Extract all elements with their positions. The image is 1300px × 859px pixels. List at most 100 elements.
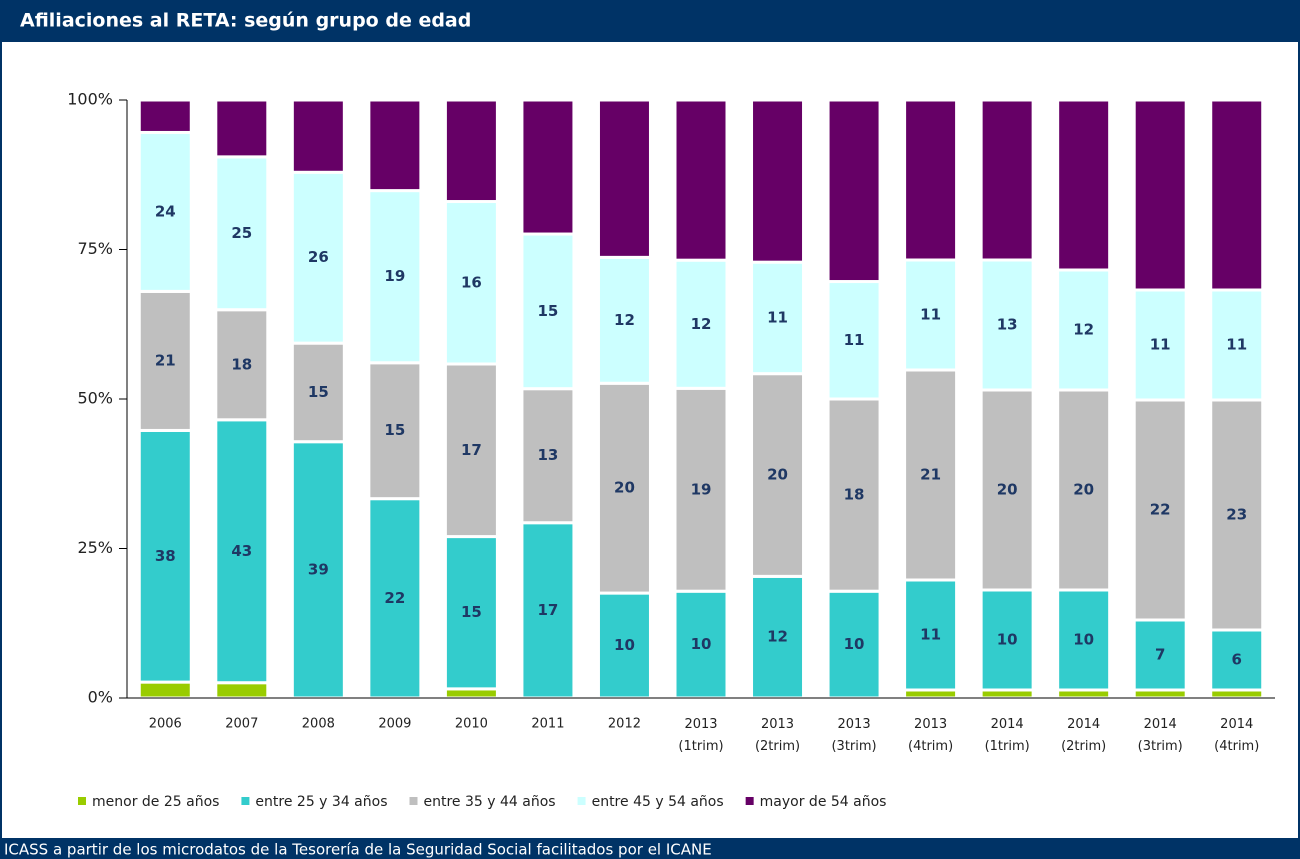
data-label: 19 <box>691 480 712 498</box>
data-label: 10 <box>614 636 635 654</box>
chart-title: Afiliaciones al RETA: según grupo de eda… <box>20 10 471 32</box>
legend-swatch <box>745 797 754 805</box>
data-label: 12 <box>614 311 635 329</box>
data-label: 11 <box>767 308 788 326</box>
data-label: 12 <box>767 628 788 646</box>
data-label: 11 <box>844 331 865 349</box>
data-label: 11 <box>1150 336 1171 354</box>
bar-segment <box>1209 398 1265 632</box>
data-label: 15 <box>461 603 482 621</box>
bar-segment <box>596 591 652 700</box>
data-label: 18 <box>231 355 252 373</box>
data-label: 39 <box>308 560 329 578</box>
bar-segment <box>903 368 959 582</box>
title-bar <box>0 0 1300 42</box>
bar-segment <box>443 98 499 204</box>
bar-segment <box>979 258 1035 392</box>
bar-segment <box>1056 98 1112 272</box>
data-label: 23 <box>1226 506 1247 524</box>
bar-segment <box>137 130 193 293</box>
bar-segment <box>1132 98 1188 292</box>
data-label: 11 <box>1226 336 1247 354</box>
data-label: 17 <box>461 441 482 459</box>
bar-segment <box>367 361 423 501</box>
x-tick-label: 2013 (3trim) <box>831 717 876 754</box>
data-label: 43 <box>231 542 252 560</box>
bar-segment <box>1132 288 1188 402</box>
legend-label: menor de 25 años <box>92 794 219 810</box>
x-tick-label: 2007 <box>225 717 258 732</box>
x-tick-label: 2013 (1trim) <box>678 717 723 754</box>
bar-segment <box>826 280 882 401</box>
y-tick-label: 0% <box>88 688 113 707</box>
data-label: 6 <box>1232 651 1242 669</box>
data-label: 22 <box>384 589 405 607</box>
bar-segment <box>214 308 270 422</box>
bar-segment <box>290 98 346 174</box>
bar-segment <box>137 98 193 134</box>
legend-label: mayor de 54 años <box>760 794 887 810</box>
data-label: 10 <box>997 631 1018 649</box>
data-label: 7 <box>1155 646 1165 664</box>
bar-segment <box>750 98 806 264</box>
data-label: 26 <box>308 248 329 266</box>
data-label: 10 <box>844 635 865 653</box>
x-tick-label: 2012 <box>608 717 641 732</box>
x-tick-label: 2010 <box>455 717 488 732</box>
bar-segment <box>520 521 576 700</box>
data-label: 18 <box>844 486 865 504</box>
data-label: 10 <box>691 635 712 653</box>
data-label: 20 <box>767 466 788 484</box>
legend-swatch <box>577 797 586 805</box>
data-label: 16 <box>461 273 482 291</box>
source-bar <box>0 838 1300 859</box>
x-tick-label: 2014 (2trim) <box>1061 717 1106 754</box>
x-tick-label: 2014 (4trim) <box>1214 717 1259 754</box>
bar-segment <box>673 98 729 262</box>
x-tick-label: 2013 (2trim) <box>755 717 800 754</box>
data-label: 10 <box>1073 631 1094 649</box>
bar-segment <box>367 98 423 193</box>
legend-label: entre 35 y 44 años <box>424 794 556 810</box>
bar-segment <box>596 255 652 385</box>
data-label: 13 <box>537 446 558 464</box>
bar-segment <box>750 372 806 578</box>
data-label: 21 <box>155 351 176 369</box>
x-tick-label: 2008 <box>302 717 335 732</box>
data-label: 25 <box>231 224 252 242</box>
x-tick-label: 2006 <box>149 717 182 732</box>
legend-swatch <box>241 797 250 805</box>
bar-segment <box>903 578 959 692</box>
bar-segment <box>214 681 270 700</box>
bar-segment <box>520 98 576 236</box>
data-label: 20 <box>614 479 635 497</box>
data-label: 19 <box>384 267 405 285</box>
bar-segment <box>290 341 346 444</box>
data-label: 15 <box>308 383 329 401</box>
y-tick-label: 50% <box>77 389 113 408</box>
bar-segment <box>979 98 1035 262</box>
data-label: 24 <box>155 202 176 220</box>
data-label: 22 <box>1150 501 1171 519</box>
bar-segment <box>826 98 882 284</box>
bar-segment <box>137 680 193 700</box>
bar-segment <box>520 232 576 391</box>
y-tick-label: 25% <box>77 538 113 557</box>
bar-segment <box>1056 588 1112 692</box>
x-tick-label: 2009 <box>378 717 411 732</box>
data-label: 17 <box>537 601 558 619</box>
bar-segment <box>750 260 806 376</box>
bar-segment <box>903 98 959 262</box>
bar-segment <box>137 428 193 684</box>
data-label: 11 <box>920 306 941 324</box>
bar-segment <box>214 155 270 312</box>
data-label: 38 <box>155 547 176 565</box>
source: ICASS a partir de los microdatos de la T… <box>4 841 712 859</box>
data-label: 15 <box>384 421 405 439</box>
y-tick-label: 75% <box>77 239 113 258</box>
x-tick-label: 2011 <box>531 717 564 732</box>
bar-segment <box>1209 98 1265 292</box>
bar-segment <box>1132 618 1188 692</box>
legend-label: entre 45 y 54 años <box>592 794 724 810</box>
